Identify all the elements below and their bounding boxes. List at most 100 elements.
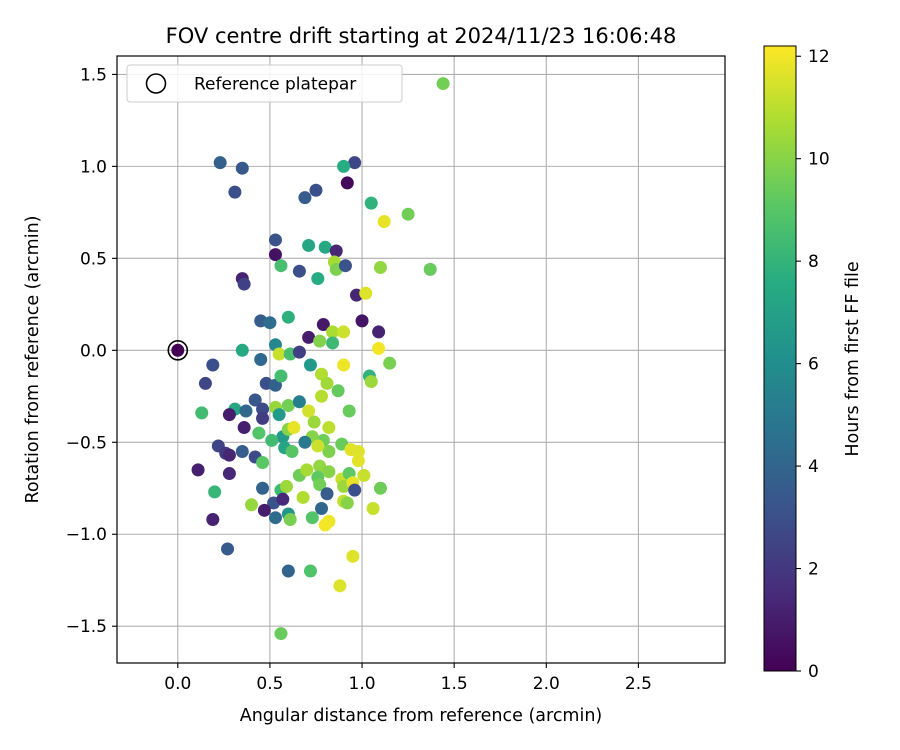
data-point: [263, 316, 277, 330]
colorbar-tick-label: 8: [808, 252, 819, 272]
data-point: [283, 513, 297, 527]
data-point: [346, 549, 360, 563]
chart-title: FOV centre drift starting at 2024/11/23 …: [166, 24, 677, 48]
y-axis-label: Rotation from reference (arcmin): [23, 216, 43, 504]
data-point: [256, 411, 270, 425]
data-point: [401, 207, 415, 221]
data-point: [373, 261, 387, 275]
data-point: [208, 485, 222, 499]
data-point: [351, 454, 365, 468]
y-tick-label: 0.0: [80, 341, 107, 361]
legend-marker-reference-icon: [145, 73, 167, 94]
data-point: [195, 406, 209, 420]
data-point: [292, 395, 306, 409]
x-tick-label: 1.0: [349, 674, 376, 694]
data-point: [281, 310, 295, 324]
data-point: [364, 196, 378, 210]
data-point: [280, 479, 294, 493]
data-point: [221, 542, 235, 556]
data-point: [377, 215, 391, 229]
data-point: [206, 513, 220, 527]
data-point: [342, 404, 356, 418]
data-point: [423, 262, 437, 276]
y-tick-label: 0.5: [80, 249, 107, 269]
data-point: [244, 498, 258, 512]
scatter-points: [167, 77, 450, 641]
data-point: [298, 191, 312, 205]
data-point: [326, 336, 340, 350]
x-tick-label: 2.5: [625, 674, 652, 694]
data-point: [322, 465, 336, 479]
legend-box: [126, 64, 403, 103]
y-tick-label: −1.5: [66, 617, 107, 637]
data-point: [309, 183, 323, 197]
data-point: [329, 244, 343, 258]
colorbar-tick-label: 6: [808, 355, 819, 375]
data-point: [256, 481, 270, 495]
data-point: [268, 233, 282, 247]
data-point: [274, 259, 288, 273]
data-point: [248, 393, 262, 407]
data-point: [313, 334, 327, 348]
data-point: [302, 238, 316, 252]
data-point: [311, 439, 325, 453]
data-point: [373, 481, 387, 495]
data-point: [340, 176, 354, 190]
data-point: [287, 421, 301, 435]
colorbar-label: Hours from first FF file: [843, 261, 863, 456]
y-tick-label: −1.0: [66, 525, 107, 545]
data-point: [366, 501, 380, 515]
data-point: [274, 627, 288, 641]
x-axis-label: Angular distance from reference (arcmin): [240, 706, 603, 726]
colorbar-tick-label: 2: [808, 560, 819, 580]
data-point: [320, 376, 334, 390]
data-point: [302, 404, 316, 418]
data-point: [268, 511, 282, 525]
data-point: [235, 444, 249, 458]
data-point: [235, 343, 249, 357]
colorbar-tick-label: 4: [808, 457, 819, 477]
data-point: [351, 444, 365, 458]
data-point: [191, 463, 205, 477]
data-point: [252, 426, 266, 440]
data-point: [274, 369, 288, 383]
data-point: [298, 435, 312, 449]
data-point: [340, 496, 354, 510]
data-point: [213, 156, 227, 170]
data-point: [222, 448, 236, 462]
data-point: [281, 398, 295, 412]
data-point: [228, 185, 242, 199]
data-point: [436, 77, 450, 91]
data-point: [171, 343, 185, 357]
data-point: [303, 358, 317, 372]
data-point: [237, 277, 251, 291]
colorbar-gradient: [763, 45, 797, 672]
reference-platepar-marker: [167, 340, 189, 361]
data-point: [372, 341, 386, 355]
data-point: [348, 156, 362, 170]
data-point: [357, 468, 371, 482]
colorbar-tick-label: 10: [808, 150, 830, 170]
data-point: [383, 356, 397, 370]
data-point: [337, 358, 351, 372]
data-point: [292, 345, 306, 359]
data-point: [326, 325, 340, 339]
colorbar-tick-label: 0: [808, 662, 819, 682]
data-point: [276, 492, 290, 506]
data-point: [296, 490, 310, 504]
data-point: [331, 384, 345, 398]
data-point: [318, 518, 332, 532]
data-point: [322, 421, 336, 435]
data-point: [292, 264, 306, 278]
data-point: [355, 314, 369, 328]
x-tick-label: 2.0: [533, 674, 560, 694]
data-point: [285, 444, 299, 458]
data-point: [256, 402, 270, 416]
data-point: [235, 161, 249, 175]
y-tick-label: 1.5: [80, 65, 107, 85]
data-point: [198, 376, 212, 390]
plot-frame: [116, 55, 726, 664]
data-point: [307, 415, 321, 429]
data-point: [239, 404, 253, 418]
colorbar: 0 2 4 6 8 10 12 Hours from first FF file: [763, 45, 863, 682]
